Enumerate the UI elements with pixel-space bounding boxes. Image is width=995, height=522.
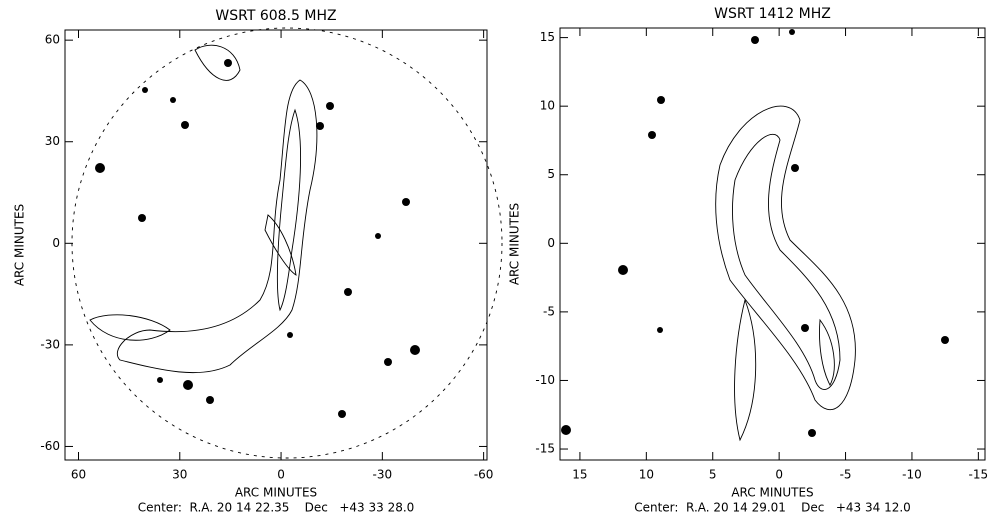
y-tick-label: 60 xyxy=(45,33,60,47)
y-tick-label: 0 xyxy=(547,236,555,250)
x-tick-label: 60 xyxy=(71,468,86,482)
x-tick-label: 0 xyxy=(775,468,783,482)
x-tick-label: -30 xyxy=(373,468,393,482)
x-tick-label: 0 xyxy=(277,468,285,482)
x-tick-label: 10 xyxy=(639,468,654,482)
y-tick-label: -60 xyxy=(40,439,60,453)
x-axis-label: ARC MINUTES xyxy=(731,486,813,500)
y-tick-label: 30 xyxy=(45,134,60,148)
chart-title: WSRT 1412 MHZ xyxy=(714,6,831,22)
x-tick-label: 5 xyxy=(709,468,717,482)
plot-frame xyxy=(65,30,487,460)
caption: Center: R.A. 20 14 29.01 Dec +43 34 12.0 xyxy=(634,501,911,515)
x-tick-label: -60 xyxy=(474,468,494,482)
y-axis-label: ARC MINUTES xyxy=(508,203,522,285)
caption: Center: R.A. 20 14 22.35 Dec +43 33 28.0 xyxy=(138,501,415,515)
x-tick-label: 30 xyxy=(172,468,187,482)
x-tick-label: -10 xyxy=(902,468,922,482)
y-tick-label: 0 xyxy=(52,236,60,250)
y-tick-label: -15 xyxy=(535,442,555,456)
y-tick-label: -10 xyxy=(535,373,555,387)
x-tick-label: -15 xyxy=(969,468,989,482)
plot-frame xyxy=(560,28,985,460)
y-tick-label: 5 xyxy=(547,167,555,181)
y-tick-label: -5 xyxy=(543,304,555,318)
y-axis-label: ARC MINUTES xyxy=(13,204,27,286)
contour-map-right xyxy=(561,29,949,440)
y-tick-label: 10 xyxy=(540,99,555,113)
y-tick-label: 15 xyxy=(540,30,555,44)
x-tick-label: 15 xyxy=(572,468,587,482)
chart-title: WSRT 608.5 MHZ xyxy=(215,8,336,24)
y-tick-label: -30 xyxy=(40,337,60,351)
figure: WSRT 608.5 MHZARC MINUTESARC MINUTESCent… xyxy=(0,0,995,518)
contour-map-left xyxy=(72,28,502,458)
x-tick-label: -5 xyxy=(840,468,852,482)
x-axis-label: ARC MINUTES xyxy=(235,486,317,500)
